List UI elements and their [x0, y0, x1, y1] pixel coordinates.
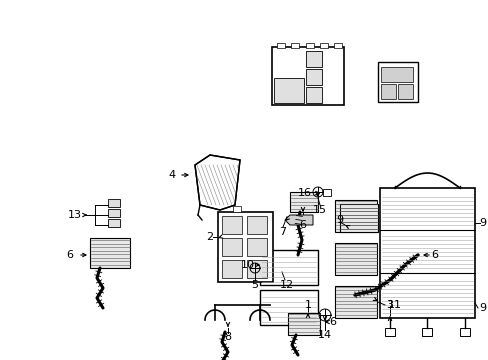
Text: 1: 1 — [304, 300, 311, 310]
Text: 12: 12 — [279, 280, 293, 290]
Bar — [279, 266, 285, 269]
Bar — [260, 290, 317, 325]
Polygon shape — [195, 155, 240, 210]
Bar — [218, 212, 272, 282]
Bar — [323, 189, 330, 196]
Bar — [232, 206, 241, 212]
Bar — [305, 51, 321, 67]
Bar — [108, 219, 120, 227]
Text: 7: 7 — [279, 227, 286, 237]
Bar — [246, 216, 266, 234]
Bar — [289, 192, 317, 212]
Text: 6: 6 — [329, 317, 336, 327]
Bar — [379, 188, 474, 318]
Text: 6: 6 — [299, 220, 306, 230]
Text: 13: 13 — [68, 210, 82, 220]
Text: 14: 14 — [317, 330, 331, 340]
Text: 3: 3 — [386, 300, 393, 310]
Bar — [271, 47, 343, 105]
Bar — [273, 78, 304, 103]
Text: 5: 5 — [251, 280, 258, 290]
Text: 16: 16 — [297, 188, 311, 198]
Bar — [246, 260, 266, 278]
Bar — [459, 328, 469, 336]
Bar — [421, 328, 431, 336]
Bar — [108, 209, 120, 217]
Bar — [384, 328, 394, 336]
Bar — [108, 199, 120, 207]
Bar — [377, 62, 417, 102]
Bar — [380, 67, 412, 82]
Bar — [339, 204, 377, 232]
Bar — [334, 200, 376, 232]
Bar — [260, 250, 317, 285]
Text: 11: 11 — [387, 300, 401, 310]
Bar — [291, 43, 299, 48]
Polygon shape — [285, 215, 312, 225]
Bar — [305, 69, 321, 85]
Bar — [278, 266, 286, 272]
Text: 4: 4 — [168, 170, 175, 180]
Text: 8: 8 — [224, 332, 231, 342]
Bar — [222, 238, 242, 256]
Polygon shape — [195, 155, 240, 210]
Text: 9: 9 — [478, 218, 486, 228]
Bar — [305, 43, 313, 48]
Text: 9: 9 — [478, 303, 486, 313]
Bar — [90, 238, 130, 268]
Text: 2: 2 — [206, 232, 213, 242]
Bar — [287, 313, 319, 335]
Bar — [222, 260, 242, 278]
Bar — [380, 84, 395, 99]
Bar — [246, 238, 266, 256]
Text: 9: 9 — [336, 215, 343, 225]
Text: 10: 10 — [241, 260, 254, 270]
Bar — [397, 84, 412, 99]
Bar — [305, 87, 321, 103]
Text: 6: 6 — [66, 250, 73, 260]
Bar — [319, 43, 327, 48]
Text: 15: 15 — [312, 205, 326, 215]
Text: 6: 6 — [430, 250, 438, 260]
Bar — [276, 43, 285, 48]
Bar — [222, 216, 242, 234]
Bar — [333, 43, 341, 48]
Bar — [334, 243, 376, 275]
Bar — [334, 286, 376, 318]
